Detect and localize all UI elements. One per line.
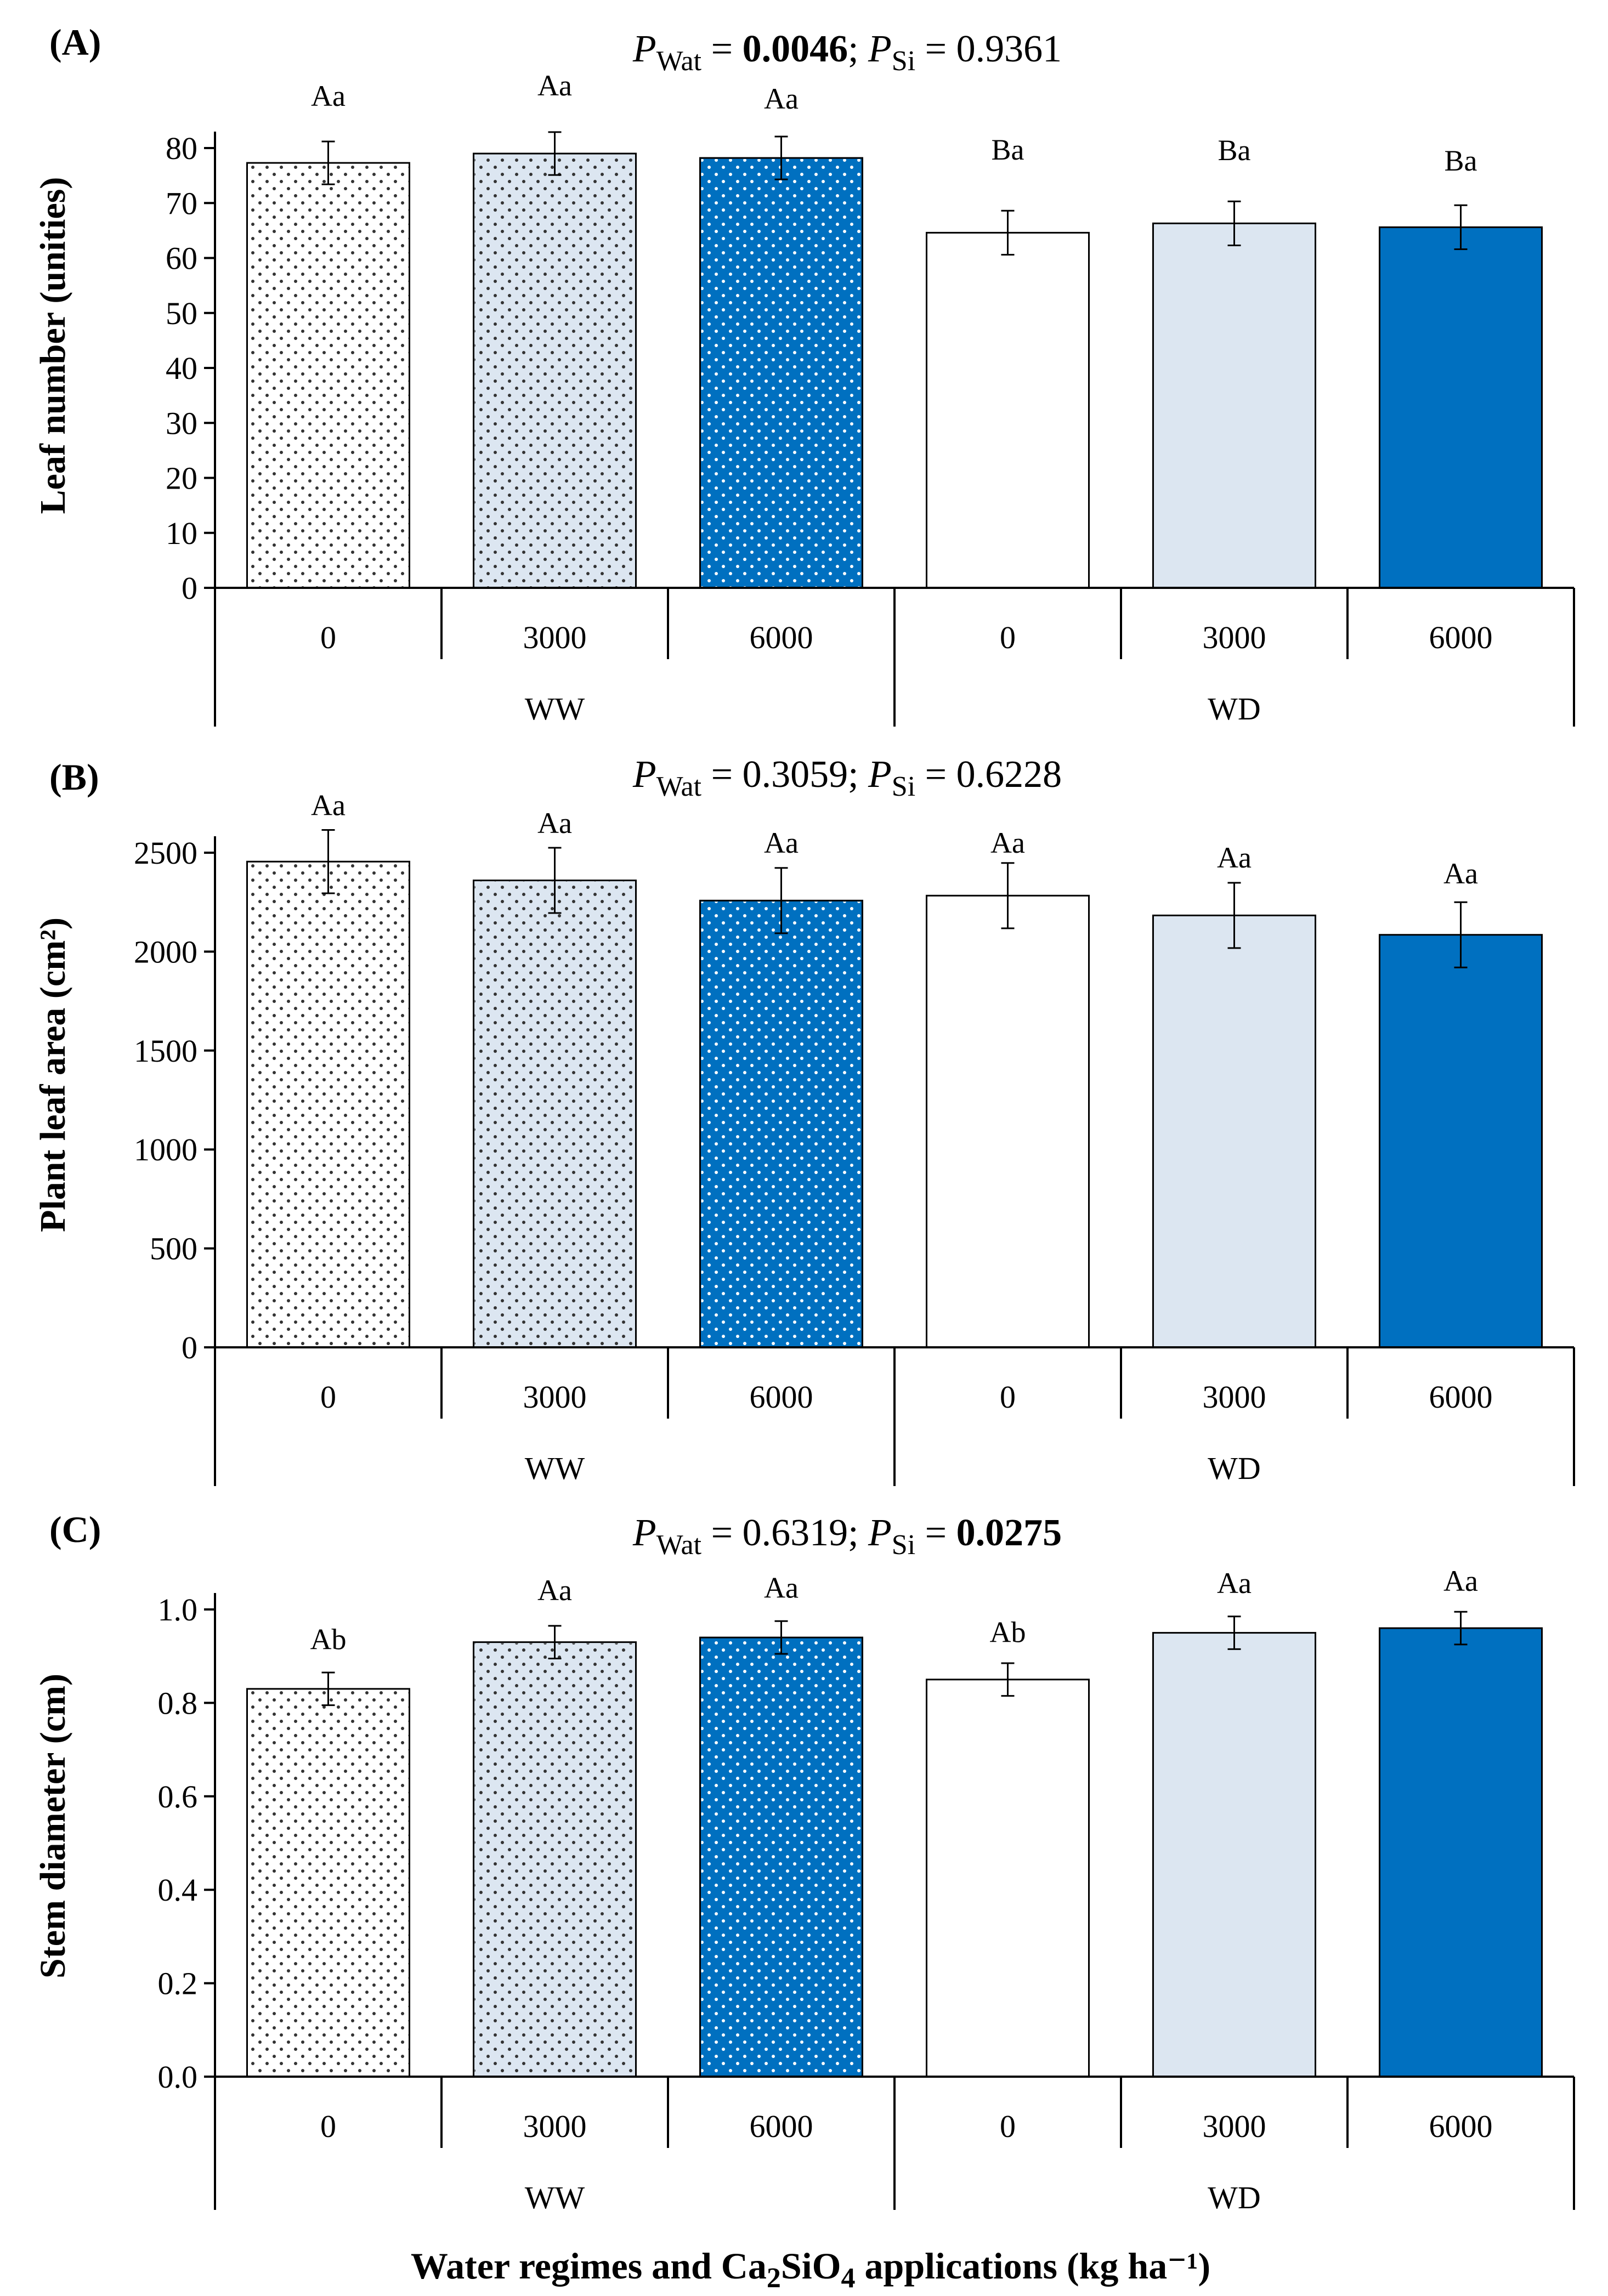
- x-category-label-1: 3000: [523, 1379, 587, 1415]
- significance-letter-4: Ba: [1218, 134, 1251, 167]
- bar-4: [1152, 1632, 1316, 2078]
- x-category-label-2: 6000: [750, 620, 813, 655]
- panel-a: (A) PWat = 0.0046; PSi = 0.9361 Leaf num…: [33, 21, 1575, 727]
- y-axis-label-a: Leaf number (unities): [33, 177, 73, 514]
- significance-letter-4: Aa: [1217, 841, 1252, 874]
- significance-letter-0: Ab: [310, 1623, 347, 1656]
- bar-pattern-1: [474, 155, 635, 587]
- bar-4: [1152, 914, 1316, 1348]
- x-category-label-3: 0: [1000, 2108, 1016, 2144]
- y-tick-label-1: 10: [166, 515, 197, 551]
- bar-3: [926, 231, 1090, 589]
- panel-c: (C) PWat = 0.6319; PSi = 0.0275 Stem dia…: [33, 1509, 1575, 2215]
- x-category-label-4: 3000: [1203, 1379, 1266, 1415]
- significance-letter-2: Aa: [764, 1572, 799, 1605]
- bar-pattern-1: [474, 1643, 635, 2076]
- x-category-label-4: 3000: [1203, 620, 1266, 655]
- bar-4: [1152, 222, 1316, 589]
- y-tick-label-3: 0.6: [158, 1779, 198, 1815]
- significance-letter-3: Ba: [992, 133, 1024, 166]
- y-tick-label-3: 30: [166, 405, 197, 441]
- y-tick-label-3: 1500: [134, 1033, 197, 1069]
- bar-pattern-0: [248, 164, 409, 587]
- y-tick-label-0: 0.0: [158, 2059, 198, 2095]
- significance-letter-3: Ab: [990, 1616, 1026, 1649]
- significance-letter-1: Aa: [537, 807, 572, 840]
- x-category-label-4: 3000: [1203, 2108, 1266, 2144]
- y-tick-label-4: 40: [166, 350, 197, 386]
- x-category-label-1: 3000: [523, 2108, 587, 2144]
- significance-letter-1: Aa: [537, 69, 572, 102]
- significance-letter-0: Aa: [311, 80, 346, 112]
- plot-area-b: 0 500 1000 1500 2000 2500 Aa 0 Aa 3000 Aa 6000 Aa 0 Aa…: [134, 789, 1575, 1486]
- y-tick-label-0: 0: [182, 570, 197, 606]
- plot-area-a: 0 10 20 30 40 50 60 70 80 Aa 0 Aa 3000 Aa 6000 Ba 0 Ba 300…: [166, 69, 1575, 727]
- significance-letter-5: Ba: [1445, 144, 1477, 177]
- plot-area-c: 0.0 0.2 0.4 0.6 0.8 1.0 Ab 0 Aa 3000 Aa 6000 Ab 0 Aa 30…: [158, 1564, 1575, 2215]
- x-category-label-3: 0: [1000, 1379, 1016, 1415]
- bar-pattern-0: [248, 1690, 409, 2076]
- x-group-label-0: WW: [525, 2180, 585, 2215]
- x-group-label-1: WD: [1208, 2180, 1261, 2215]
- p-values-b: PWat = 0.3059; PSi = 0.6228: [632, 753, 1062, 802]
- panel-b: (B) PWat = 0.3059; PSi = 0.6228 Plant le…: [33, 753, 1575, 1486]
- y-tick-label-1: 0.2: [158, 1966, 198, 2002]
- x-category-label-2: 6000: [750, 1379, 813, 1415]
- significance-letter-0: Aa: [311, 789, 346, 821]
- x-category-label-0: 0: [320, 1379, 336, 1415]
- bar-pattern-2: [701, 159, 862, 587]
- y-tick-label-8: 80: [166, 131, 197, 166]
- significance-letter-5: Aa: [1443, 1564, 1478, 1597]
- significance-letter-4: Aa: [1217, 1567, 1252, 1600]
- y-tick-label-2: 1000: [134, 1132, 197, 1167]
- bar-pattern-1: [474, 881, 635, 1346]
- x-group-label-0: WW: [525, 691, 585, 727]
- y-tick-label-5: 1.0: [158, 1592, 198, 1628]
- significance-letter-2: Aa: [764, 826, 799, 859]
- x-group-label-1: WD: [1208, 691, 1261, 727]
- y-tick-label-5: 50: [166, 296, 197, 331]
- x-category-label-3: 0: [1000, 620, 1016, 655]
- bar-pattern-0: [248, 863, 409, 1346]
- x-category-label-5: 6000: [1429, 2108, 1493, 2144]
- bar-5: [1379, 1627, 1543, 2078]
- p-values-a: PWat = 0.0046; PSi = 0.9361: [632, 28, 1062, 77]
- y-tick-label-5: 2500: [134, 835, 197, 871]
- y-tick-label-1: 500: [150, 1231, 197, 1267]
- bar-3: [926, 1679, 1090, 2078]
- x-category-label-5: 6000: [1429, 620, 1493, 655]
- y-axis-label-c: Stem diameter (cm): [33, 1674, 73, 1978]
- y-tick-label-4: 0.8: [158, 1685, 198, 1721]
- x-axis-title: Water regimes and Ca2SiO4 applications (…: [411, 2245, 1210, 2294]
- x-group-label-0: WW: [525, 1450, 585, 1486]
- panel-label-a: (A): [49, 21, 101, 63]
- y-tick-label-7: 70: [166, 185, 197, 221]
- significance-letter-5: Aa: [1443, 857, 1478, 890]
- p-values-c: PWat = 0.6319; PSi = 0.0275: [632, 1512, 1062, 1561]
- significance-letter-1: Aa: [537, 1574, 572, 1607]
- y-tick-label-2: 0.4: [158, 1872, 198, 1908]
- bar-5: [1379, 934, 1543, 1348]
- x-category-label-2: 6000: [750, 2108, 813, 2144]
- significance-letter-2: Aa: [764, 82, 799, 115]
- y-tick-label-0: 0: [182, 1330, 197, 1365]
- significance-letter-3: Aa: [990, 826, 1025, 859]
- y-tick-label-6: 60: [166, 241, 197, 276]
- panel-label-b: (B): [49, 756, 99, 798]
- y-tick-label-2: 20: [166, 461, 197, 496]
- x-category-label-0: 0: [320, 2108, 336, 2144]
- x-group-label-1: WD: [1208, 1450, 1261, 1486]
- y-axis-label-b: Plant leaf area (cm²): [33, 917, 73, 1232]
- panel-label-c: (C): [49, 1509, 101, 1550]
- x-category-label-5: 6000: [1429, 1379, 1493, 1415]
- bar-3: [926, 894, 1090, 1348]
- y-tick-label-4: 2000: [134, 934, 197, 970]
- bar-pattern-2: [701, 1639, 862, 2076]
- bar-5: [1379, 226, 1543, 589]
- x-category-label-0: 0: [320, 620, 336, 655]
- x-category-label-1: 3000: [523, 620, 587, 655]
- bar-pattern-2: [701, 902, 862, 1346]
